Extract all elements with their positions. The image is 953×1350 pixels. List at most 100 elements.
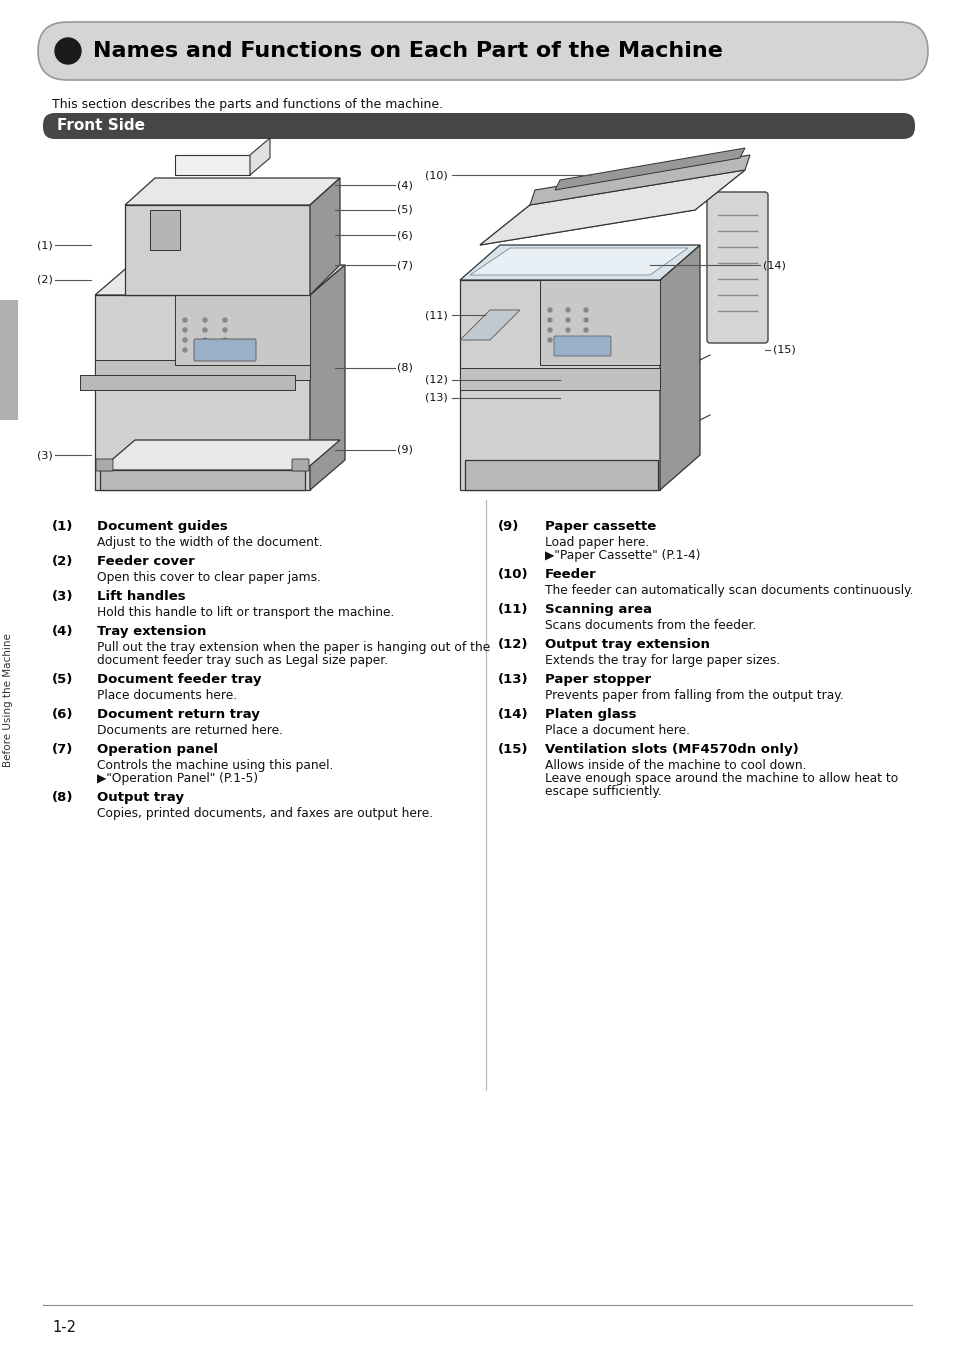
Polygon shape [174,155,250,176]
Circle shape [223,348,227,352]
Circle shape [583,328,587,332]
Text: (2): (2) [52,555,73,568]
Circle shape [583,308,587,312]
Text: Before Using the Machine: Before Using the Machine [3,633,13,767]
Polygon shape [459,244,700,279]
Circle shape [547,338,552,342]
Circle shape [547,308,552,312]
Text: (14): (14) [497,707,528,721]
Text: ▶"Paper Cassette" (P.1-4): ▶"Paper Cassette" (P.1-4) [544,549,700,562]
Text: (6): (6) [396,230,413,240]
Text: This section describes the parts and functions of the machine.: This section describes the parts and fun… [52,99,442,111]
Text: Documents are returned here.: Documents are returned here. [97,724,283,737]
Text: Output tray: Output tray [97,791,184,805]
Text: Lift handles: Lift handles [97,590,186,603]
Polygon shape [95,265,345,296]
Text: (9): (9) [497,520,518,533]
Text: (1): (1) [37,240,53,250]
Text: Feeder cover: Feeder cover [97,555,194,568]
Text: ▶"Operation Panel" (P.1-5): ▶"Operation Panel" (P.1-5) [97,772,258,784]
Polygon shape [659,244,700,490]
Polygon shape [100,440,339,470]
Polygon shape [479,170,744,244]
Text: (8): (8) [396,363,413,373]
Polygon shape [95,360,310,379]
Circle shape [55,38,81,63]
Text: (10): (10) [425,170,448,180]
Text: (13): (13) [497,674,528,686]
Circle shape [183,338,187,342]
Text: Document feeder tray: Document feeder tray [97,674,261,686]
Circle shape [203,328,207,332]
Text: Place a document here.: Place a document here. [544,724,689,737]
Text: Names and Functions on Each Part of the Machine: Names and Functions on Each Part of the … [92,40,722,61]
FancyBboxPatch shape [706,192,767,343]
Text: (9): (9) [396,446,413,455]
Text: (6): (6) [52,707,73,721]
Polygon shape [459,279,659,490]
Text: Extends the tray for large paper sizes.: Extends the tray for large paper sizes. [544,653,780,667]
Text: (11): (11) [497,603,528,616]
Text: (10): (10) [497,568,528,580]
Text: Load paper here.: Load paper here. [544,536,649,549]
Polygon shape [539,279,659,364]
Text: Leave enough space around the machine to allow heat to: Leave enough space around the machine to… [544,772,898,784]
Text: (7): (7) [396,261,413,270]
Polygon shape [174,296,310,364]
Polygon shape [80,375,294,390]
Polygon shape [470,248,687,275]
Circle shape [565,328,569,332]
Text: Operation panel: Operation panel [97,743,218,756]
Circle shape [547,328,552,332]
Circle shape [565,308,569,312]
Text: Paper cassette: Paper cassette [544,520,656,533]
FancyBboxPatch shape [292,459,309,471]
Polygon shape [459,369,659,390]
Text: 1-2: 1-2 [52,1320,76,1335]
Polygon shape [479,170,744,244]
Text: Platen glass: Platen glass [544,707,636,721]
Circle shape [183,319,187,323]
Circle shape [583,338,587,342]
Polygon shape [150,211,180,250]
Text: (15): (15) [772,346,795,355]
Polygon shape [250,138,270,176]
Text: Output tray extension: Output tray extension [544,639,709,651]
FancyBboxPatch shape [38,22,927,80]
Circle shape [203,338,207,342]
Text: Tray extension: Tray extension [97,625,206,639]
Circle shape [565,319,569,323]
Text: (13): (13) [425,393,448,404]
Circle shape [223,328,227,332]
Text: Document guides: Document guides [97,520,228,533]
Circle shape [203,319,207,323]
Circle shape [565,338,569,342]
Text: (2): (2) [37,275,53,285]
Circle shape [223,338,227,342]
Text: (12): (12) [425,375,448,385]
Text: Scans documents from the feeder.: Scans documents from the feeder. [544,620,756,632]
Text: Front Side: Front Side [57,119,145,134]
Polygon shape [95,296,310,490]
Circle shape [203,348,207,352]
Text: Feeder: Feeder [544,568,597,580]
Text: Copies, printed documents, and faxes are output here.: Copies, printed documents, and faxes are… [97,807,433,819]
Text: (11): (11) [425,310,448,320]
Polygon shape [125,205,310,296]
Text: Prevents paper from falling from the output tray.: Prevents paper from falling from the out… [544,688,842,702]
FancyBboxPatch shape [0,300,18,420]
Text: (12): (12) [497,639,528,651]
Polygon shape [459,310,519,340]
FancyBboxPatch shape [43,113,914,139]
Text: Ventilation slots (MF4570dn only): Ventilation slots (MF4570dn only) [544,743,798,756]
FancyBboxPatch shape [193,339,255,360]
Polygon shape [310,178,339,296]
Polygon shape [530,155,749,205]
Text: (1): (1) [52,520,73,533]
Circle shape [223,319,227,323]
FancyBboxPatch shape [96,459,112,471]
Text: (4): (4) [396,180,413,190]
Circle shape [183,328,187,332]
Text: (3): (3) [52,590,73,603]
Text: Place documents here.: Place documents here. [97,688,237,702]
